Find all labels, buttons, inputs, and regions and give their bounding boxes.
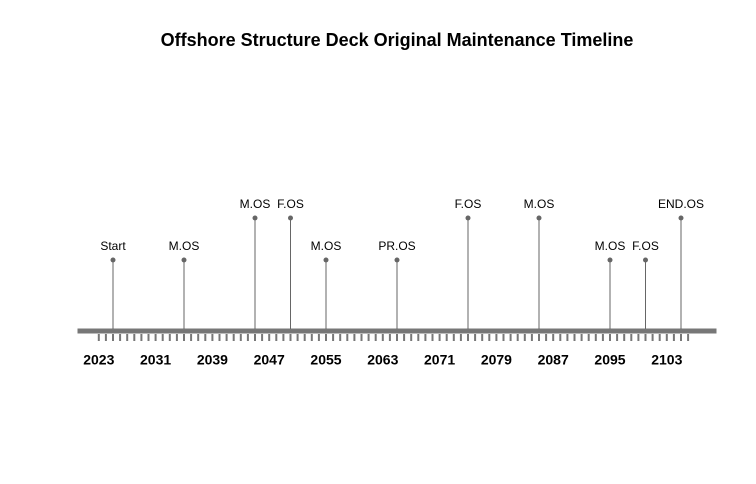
event-label: M.OS <box>311 239 342 253</box>
x-tick-label: 2063 <box>367 352 398 368</box>
event-label: Start <box>100 239 126 253</box>
event-marker <box>323 257 329 263</box>
event-marker <box>536 215 542 221</box>
event-marker <box>607 257 613 263</box>
event-label: F.OS <box>277 197 304 211</box>
event-label: M.OS <box>240 197 271 211</box>
event-label: F.OS <box>455 197 482 211</box>
chart-title: Offshore Structure Deck Original Mainten… <box>161 30 634 50</box>
event-marker <box>465 215 471 221</box>
x-tick-label: 2039 <box>197 352 228 368</box>
x-tick-label: 2047 <box>254 352 285 368</box>
event-label: M.OS <box>524 197 555 211</box>
event-marker <box>252 215 258 221</box>
event-marker <box>110 257 116 263</box>
x-tick-label: 2055 <box>310 352 341 368</box>
x-tick-label: 2071 <box>424 352 455 368</box>
event-label: PR.OS <box>378 239 415 253</box>
x-tick-label: 2095 <box>594 352 625 368</box>
event-label: F.OS <box>632 239 659 253</box>
event-marker <box>643 257 648 263</box>
x-tick-label: 2103 <box>651 352 682 368</box>
event-marker <box>678 215 684 221</box>
x-tick-label: 2087 <box>538 352 569 368</box>
x-tick-label: 2031 <box>140 352 171 368</box>
event-marker <box>288 215 293 221</box>
event-label: END.OS <box>658 197 704 211</box>
event-marker <box>181 257 187 263</box>
event-label: M.OS <box>595 239 626 253</box>
x-tick-label: 2023 <box>83 352 114 368</box>
event-label: M.OS <box>169 239 200 253</box>
event-marker <box>394 257 400 263</box>
x-tick-label: 2079 <box>481 352 512 368</box>
